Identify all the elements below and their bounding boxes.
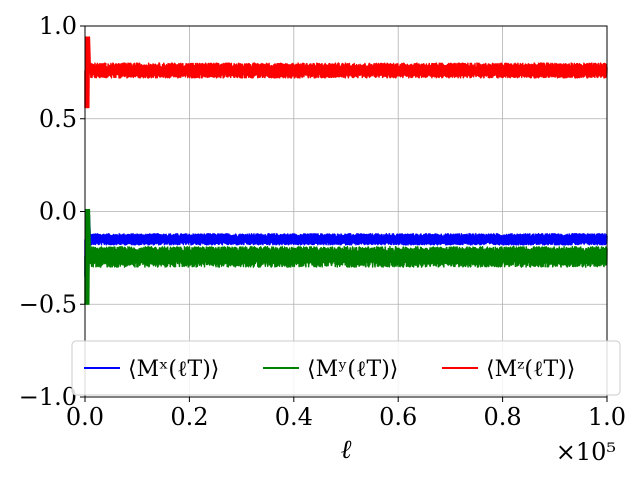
x-axis-title: ℓ — [341, 435, 352, 465]
x-tick-label: 0.8 — [484, 403, 522, 431]
legend-label: ⟨Mᶻ(ℓT)⟩ — [486, 357, 575, 382]
y-tick-label: 0.5 — [39, 105, 77, 133]
x-tick-label: 1.0 — [588, 403, 626, 431]
x-tick-label: 0.0 — [66, 403, 104, 431]
x-tick-label: 0.6 — [379, 403, 417, 431]
y-tick-label: 1.0 — [39, 12, 77, 40]
x-axis-offset: ×10⁵ — [556, 438, 616, 466]
series-layer — [84, 36, 608, 305]
series-line-2 — [84, 36, 608, 109]
y-tick-label: −0.5 — [19, 290, 77, 318]
x-tick-label: 0.2 — [170, 403, 208, 431]
ticks: 0.0 0.2 0.4 0.6 0.8 1.0 −1.0 −0.5 0.0 0.5 1.0 — [19, 12, 626, 431]
legend-label: ⟨Mˣ(ℓT)⟩ — [128, 357, 219, 382]
legend-label: ⟨Mʸ(ℓT)⟩ — [307, 357, 398, 382]
x-tick-label: 0.4 — [275, 403, 313, 431]
series-line-0 — [84, 214, 608, 278]
y-tick-label: −1.0 — [19, 383, 77, 411]
series-line-1 — [84, 208, 608, 305]
legend: ⟨Mˣ(ℓT)⟩ ⟨Mʸ(ℓT)⟩ ⟨Mᶻ(ℓT)⟩ — [71, 340, 621, 396]
legend-box — [71, 340, 621, 396]
y-tick-label: 0.0 — [39, 198, 77, 226]
